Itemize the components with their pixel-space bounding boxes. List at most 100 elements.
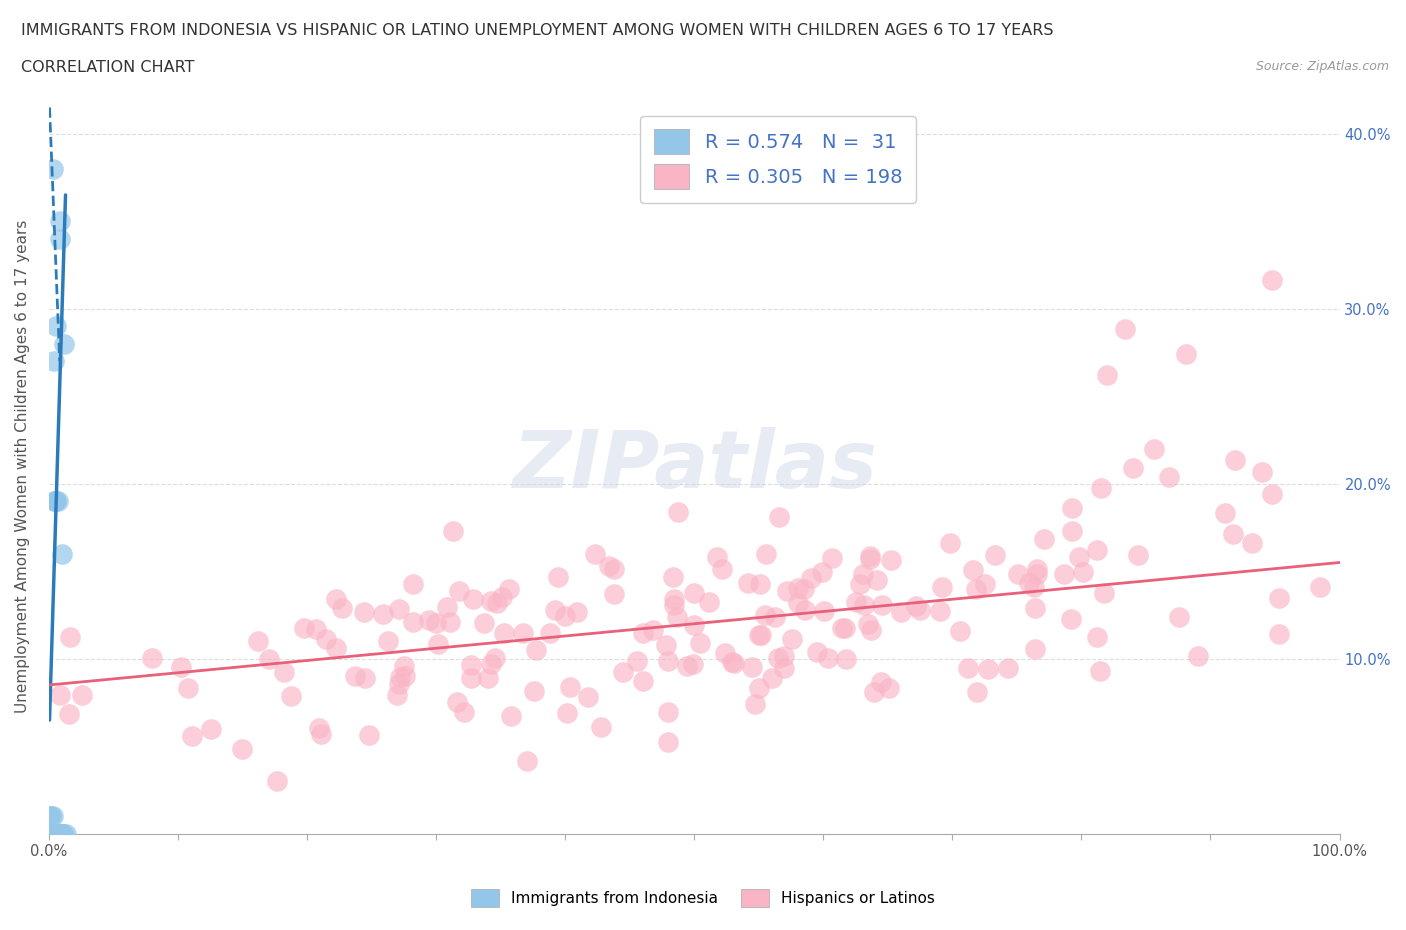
Point [773, 661, 796, 676]
Point [786, 580, 808, 595]
Point [388, 602, 411, 617]
Point [177, 681, 200, 696]
Point [330, 600, 353, 615]
Point [904, 598, 927, 613]
Point [1222, 526, 1244, 541]
Point [449, 583, 471, 598]
Point [49, 214, 72, 229]
Point [49, 827, 72, 842]
Point [1024, 579, 1046, 594]
Point [683, 618, 706, 632]
Legend: Immigrants from Indonesia, Hispanics or Latinos: Immigrants from Indonesia, Hispanics or … [465, 884, 941, 913]
Point [956, 661, 979, 676]
Point [547, 570, 569, 585]
Text: Source: ZipAtlas.com: Source: ZipAtlas.com [1256, 60, 1389, 73]
Point [501, 709, 523, 724]
Point [1213, 506, 1236, 521]
Point [880, 552, 903, 567]
Point [567, 604, 589, 619]
Point [315, 631, 337, 646]
Point [723, 656, 745, 671]
Point [45, 827, 67, 842]
Point [589, 720, 612, 735]
Point [1053, 566, 1076, 581]
Point [657, 654, 679, 669]
Point [772, 649, 794, 664]
Point [512, 626, 534, 641]
Point [479, 657, 502, 671]
Point [749, 628, 772, 643]
Point [929, 604, 952, 618]
Point [377, 633, 399, 648]
Point [45, 319, 67, 334]
Point [402, 577, 425, 591]
Point [1062, 501, 1084, 516]
Point [741, 660, 763, 675]
Point [1268, 591, 1291, 605]
Point [997, 661, 1019, 676]
Point [794, 602, 817, 617]
Point [46, 827, 69, 842]
Point [666, 505, 689, 520]
Point [394, 669, 416, 684]
Point [983, 548, 1005, 563]
Point [436, 600, 458, 615]
Point [748, 628, 770, 643]
Point [39, 827, 62, 842]
Point [516, 754, 538, 769]
Point [1157, 470, 1180, 485]
Point [41, 809, 63, 824]
Point [662, 591, 685, 606]
Point [388, 676, 411, 691]
Point [41, 827, 63, 842]
Point [266, 774, 288, 789]
Point [1024, 642, 1046, 657]
Point [768, 651, 790, 666]
Point [813, 604, 835, 618]
Point [976, 661, 998, 676]
Point [453, 704, 475, 719]
Point [51, 827, 73, 842]
Point [706, 550, 728, 565]
Legend: R = 0.574   N =  31, R = 0.305   N = 198: R = 0.574 N = 31, R = 0.305 N = 198 [640, 115, 915, 203]
Point [754, 607, 776, 622]
Point [51, 827, 73, 842]
Point [42, 827, 65, 842]
Point [657, 735, 679, 750]
Point [305, 621, 328, 636]
Point [721, 655, 744, 670]
Point [485, 595, 508, 610]
Point [748, 681, 770, 696]
Point [385, 687, 408, 702]
Point [460, 658, 482, 672]
Point [714, 645, 737, 660]
Point [1032, 532, 1054, 547]
Point [657, 705, 679, 720]
Point [44, 827, 66, 842]
Point [598, 559, 620, 574]
Point [48, 827, 70, 842]
Point [273, 664, 295, 679]
Point [662, 570, 685, 585]
Point [41, 827, 63, 842]
Point [402, 615, 425, 630]
Point [806, 644, 828, 659]
Point [48, 827, 70, 842]
Point [170, 659, 193, 674]
Point [1143, 441, 1166, 456]
Point [59, 630, 82, 644]
Point [834, 620, 856, 635]
Point [39, 827, 62, 842]
Point [1260, 486, 1282, 501]
Point [477, 671, 499, 685]
Point [761, 671, 783, 685]
Point [200, 722, 222, 737]
Point [863, 684, 886, 699]
Point [523, 684, 546, 698]
Point [682, 586, 704, 601]
Point [682, 657, 704, 671]
Point [859, 552, 882, 567]
Point [811, 565, 834, 579]
Point [494, 626, 516, 641]
Point [292, 620, 315, 635]
